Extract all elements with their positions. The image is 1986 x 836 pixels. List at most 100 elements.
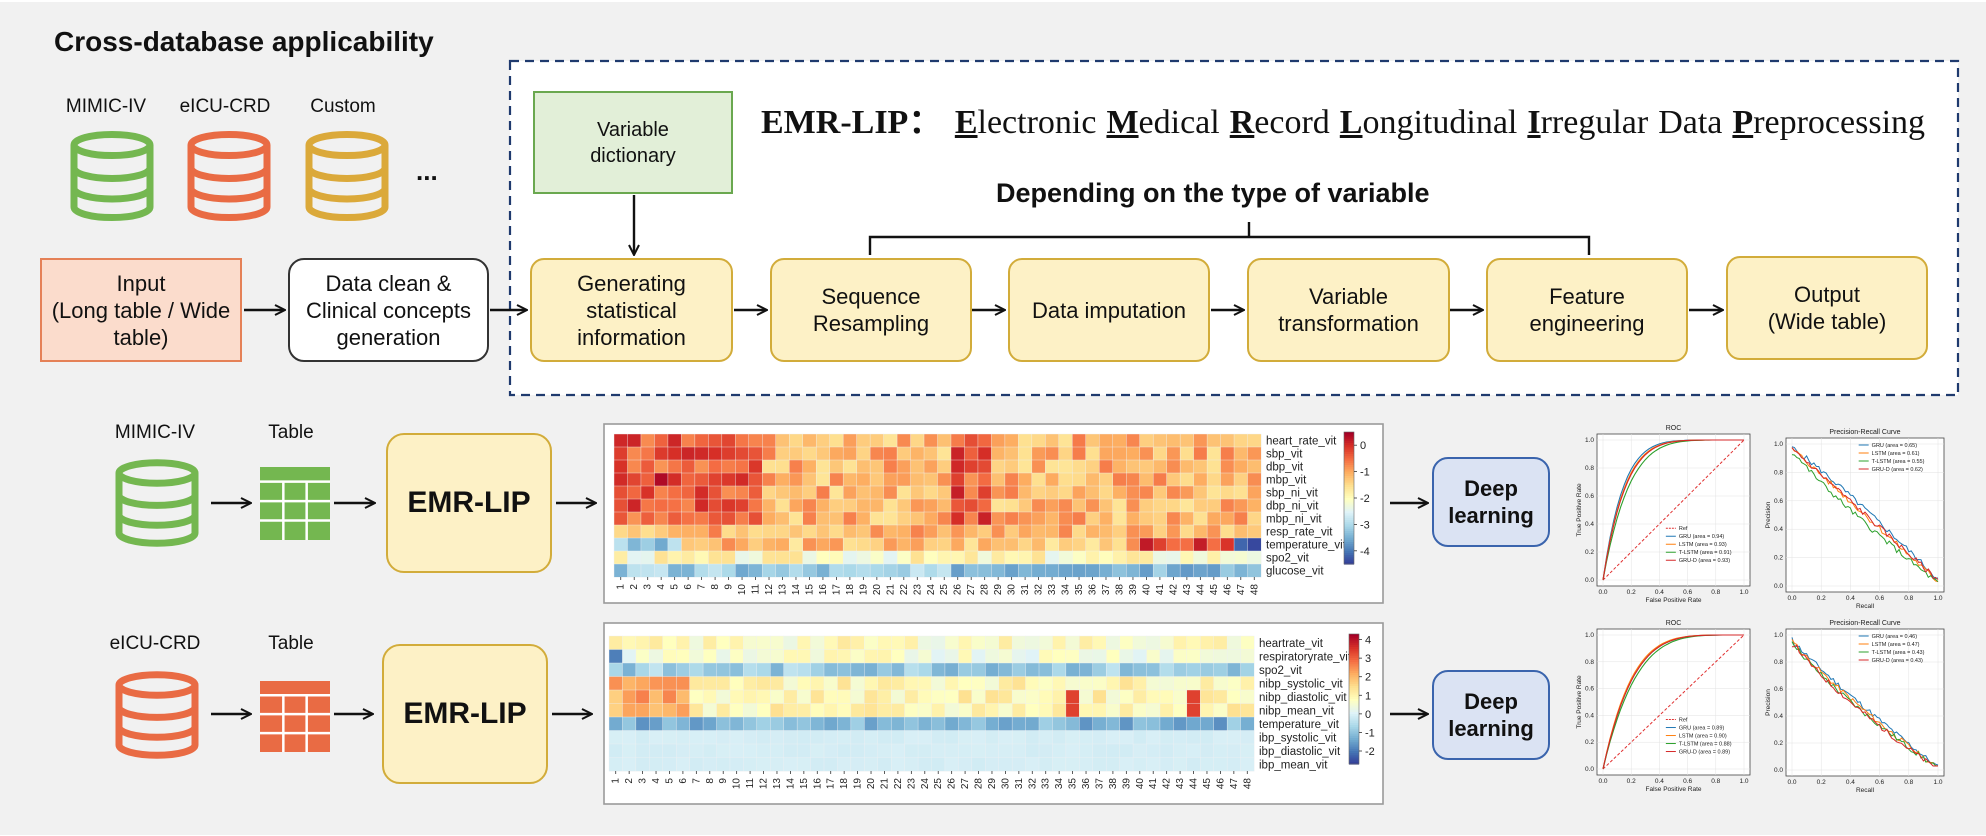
row2-colorbar-segment (1349, 649, 1359, 652)
row2-roc-y-tick-label: 0.0 (1585, 766, 1594, 773)
row2-colorbar-segment (1349, 709, 1359, 713)
row2-roc-y-tick-label: 0.4 (1585, 712, 1594, 719)
row1-colorbar-segment (1344, 537, 1354, 541)
row1-pr-curve (1791, 447, 1939, 580)
row1-colorbar-tick-label: 0 (1360, 440, 1366, 452)
row1-colorbar-segment (1344, 548, 1354, 552)
emr-title-rest: ecord (1254, 104, 1330, 141)
input-box-label: Input (Long table / Wide table) (51, 270, 231, 350)
db-icon-custom-body (305, 145, 389, 222)
row2-x-tick-label: 8 (705, 778, 716, 784)
row2-pr-y-tick-label: 0.0 (1774, 767, 1783, 774)
row1-colorbar-segment (1344, 467, 1354, 470)
row2-roc-xlabel: False Positive Rate (1646, 786, 1702, 793)
row2-colorbar-segment (1349, 725, 1359, 728)
step-imputation: Data imputation (1008, 258, 1210, 362)
row1-x-tick-label: 39 (1128, 584, 1139, 596)
db-icon-custom-top (305, 130, 389, 160)
row2-variable-label: nibp_mean_vit (1259, 705, 1335, 717)
row2-roc-x-tick-label: 0.2 (1627, 778, 1636, 785)
emr-title-word: Data (1658, 104, 1722, 141)
db-label-mimic: MIMIC-IV (65, 96, 147, 117)
row1-colorbar-segment (1344, 544, 1354, 547)
row1-x-tick-label: 31 (1020, 584, 1031, 596)
row1-table-label: Table (268, 422, 314, 443)
row2-roc-ref-line (1602, 634, 1745, 770)
row1-colorbar-segment (1344, 454, 1354, 457)
row2-db-icon-band2 (115, 726, 199, 741)
row1-colorbar-segment (1344, 533, 1354, 536)
row2-x-tick-label: 1 (611, 778, 622, 784)
row2-variable-label: respiratoryrate_vit (1259, 651, 1352, 663)
row1-x-tick-label: 5 (670, 584, 681, 590)
row1-colorbar-segment (1344, 458, 1354, 462)
row1-x-tick-label: 11 (751, 584, 762, 595)
row1-x-tick-label: 47 (1236, 584, 1247, 596)
row2-colorbar-segment (1349, 731, 1359, 735)
row1-x-tick-label: 4 (656, 584, 667, 590)
row2-colorbar-segment (1349, 662, 1359, 665)
row2-colorbar-segment (1349, 751, 1359, 754)
row2-x-tick-label: 40 (1135, 778, 1146, 790)
db-icon-eicu-body (187, 145, 271, 222)
row2-pr: Precision-Recall Curve 0.0 0.0 0.2 0.2 0.4 0.4… (1765, 620, 1945, 794)
row2-pr-x-tick-label: 0.4 (1846, 779, 1855, 786)
row1-colorbar-segment (1344, 559, 1354, 563)
row2-variable-label: nibp_systolic_vit (1259, 678, 1344, 690)
row2-table-icon (260, 681, 330, 752)
row2-x-tick-label: 20 (866, 778, 877, 790)
row1-pr-x-tick-label: 0.4 (1846, 595, 1855, 602)
row1-x-tick-label: 30 (1007, 584, 1018, 596)
emr-title-rest: reprocessing (1753, 104, 1926, 141)
clean-box-label: Data clean & Clinical concepts generatio… (305, 270, 472, 350)
row2-db-icon-top (115, 671, 199, 699)
row1-roc-legend-label: GRU-D (area = 0.93) (1679, 558, 1730, 564)
row2-colorbar-segment (1349, 753, 1359, 756)
row1-x-tick-label: 20 (872, 584, 883, 596)
row2-colorbar-segment (1349, 740, 1359, 743)
row1-x-tick-label: 23 (912, 584, 923, 596)
row2-db-icon-body (115, 685, 199, 759)
db-icon-custom-band2 (305, 187, 389, 203)
row2-colorbar-segment (1349, 657, 1359, 661)
row1-colorbar-segment (1344, 557, 1354, 561)
row1-colorbar-segment (1344, 524, 1354, 528)
row2-table-icon-bg (260, 681, 330, 752)
row1-colorbar-segment (1344, 445, 1354, 448)
row1-x-tick-label: 40 (1141, 584, 1152, 596)
row2-x-tick-label: 38 (1108, 778, 1119, 790)
row1-emr-box: EMR-LIP (386, 433, 552, 573)
input-box: Input (Long table / Wide table) (40, 258, 242, 362)
row1-db-label: MIMIC-IV (114, 422, 196, 443)
row1-colorbar-segment (1344, 498, 1354, 501)
emr-title-word: Electronic (955, 104, 1097, 141)
row1-pr-x-tick-label: 1.0 (1933, 595, 1942, 602)
db-icon-mimic-band1 (70, 167, 154, 182)
row1-colorbar-segment (1344, 438, 1354, 442)
row2-x-tick-label: 34 (1054, 778, 1065, 790)
row2-colorbar-segment (1349, 640, 1359, 644)
row1-x-tick-label: 42 (1168, 584, 1179, 596)
emr-title-word: Record (1230, 104, 1330, 141)
row2-variable-label: ibp_mean_vit (1259, 759, 1328, 771)
variable-type-bracket (868, 235, 1591, 255)
row2-roc-y-tick-label: 0.6 (1585, 686, 1594, 693)
row1-pr-ylabel: Precision (1765, 501, 1772, 528)
row1-x-tick-label: 38 (1114, 584, 1125, 596)
row1-x-tick-label: 24 (926, 584, 937, 596)
row1-roc-x-tick-label: 0.2 (1627, 589, 1636, 596)
row1-roc-y-tick-label: 0.4 (1585, 521, 1594, 528)
row2-pr-x-tick-label: 0.2 (1817, 779, 1826, 786)
row2-pr-y-tick-label: 0.6 (1774, 686, 1783, 693)
row2-x-tick-label: 23 (906, 778, 917, 790)
row1-pr-legend-label: LSTM (area = 0.61) (1872, 451, 1920, 457)
row1-x-tick-label: 7 (697, 584, 708, 590)
step-statistics-label: Generating statistical information (577, 270, 686, 350)
row2-colorbar-segment (1349, 748, 1359, 752)
depending-label: Depending on the type of variable (996, 178, 1430, 208)
row1-roc-legend-label: LSTM (area = 0.93) (1679, 542, 1727, 548)
row2-colorbar-segment (1349, 677, 1359, 681)
